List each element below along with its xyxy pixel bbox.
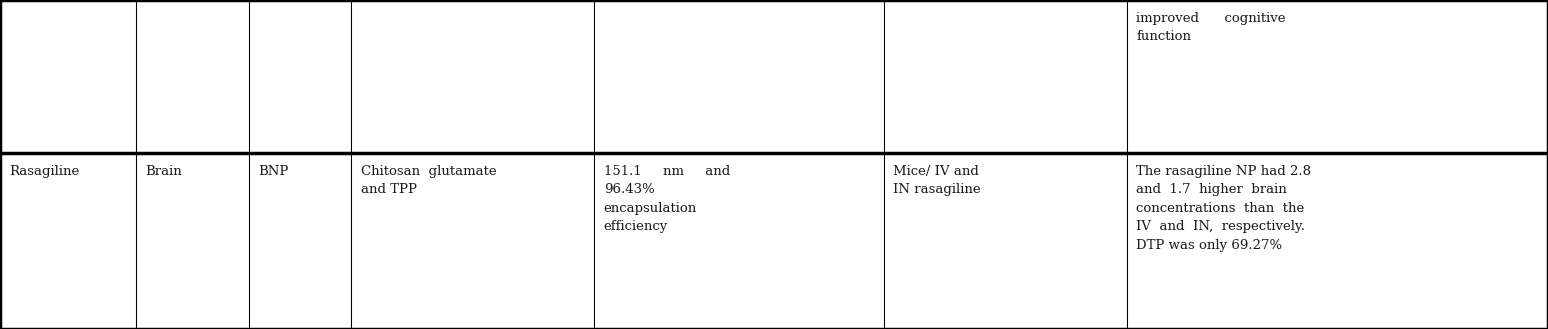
Text: The rasagiline NP had 2.8
and  1.7  higher  brain
concentrations  than  the
IV  : The rasagiline NP had 2.8 and 1.7 higher…: [1136, 164, 1311, 251]
Text: Chitosan  glutamate
and TPP: Chitosan glutamate and TPP: [361, 164, 497, 196]
Text: BNP: BNP: [259, 164, 289, 178]
Bar: [136, 0, 249, 153]
Bar: [249, 153, 351, 329]
Text: improved      cognitive
function: improved cognitive function: [1136, 12, 1286, 43]
Bar: [1127, 153, 1548, 329]
Bar: [884, 0, 1127, 153]
Bar: [0, 153, 136, 329]
Bar: [1127, 0, 1548, 153]
Bar: [0, 0, 136, 153]
Bar: [884, 153, 1127, 329]
Bar: [249, 0, 351, 153]
Text: Brain: Brain: [146, 164, 183, 178]
Text: 151.1     nm     and
96.43%
encapsulation
efficiency: 151.1 nm and 96.43% encapsulation effici…: [604, 164, 731, 233]
Text: Mice/ IV and
IN rasagiline: Mice/ IV and IN rasagiline: [893, 164, 981, 196]
Bar: [594, 0, 884, 153]
Bar: [136, 153, 249, 329]
Text: Rasagiline: Rasagiline: [9, 164, 79, 178]
Bar: [594, 153, 884, 329]
Bar: [351, 153, 594, 329]
Bar: [351, 0, 594, 153]
